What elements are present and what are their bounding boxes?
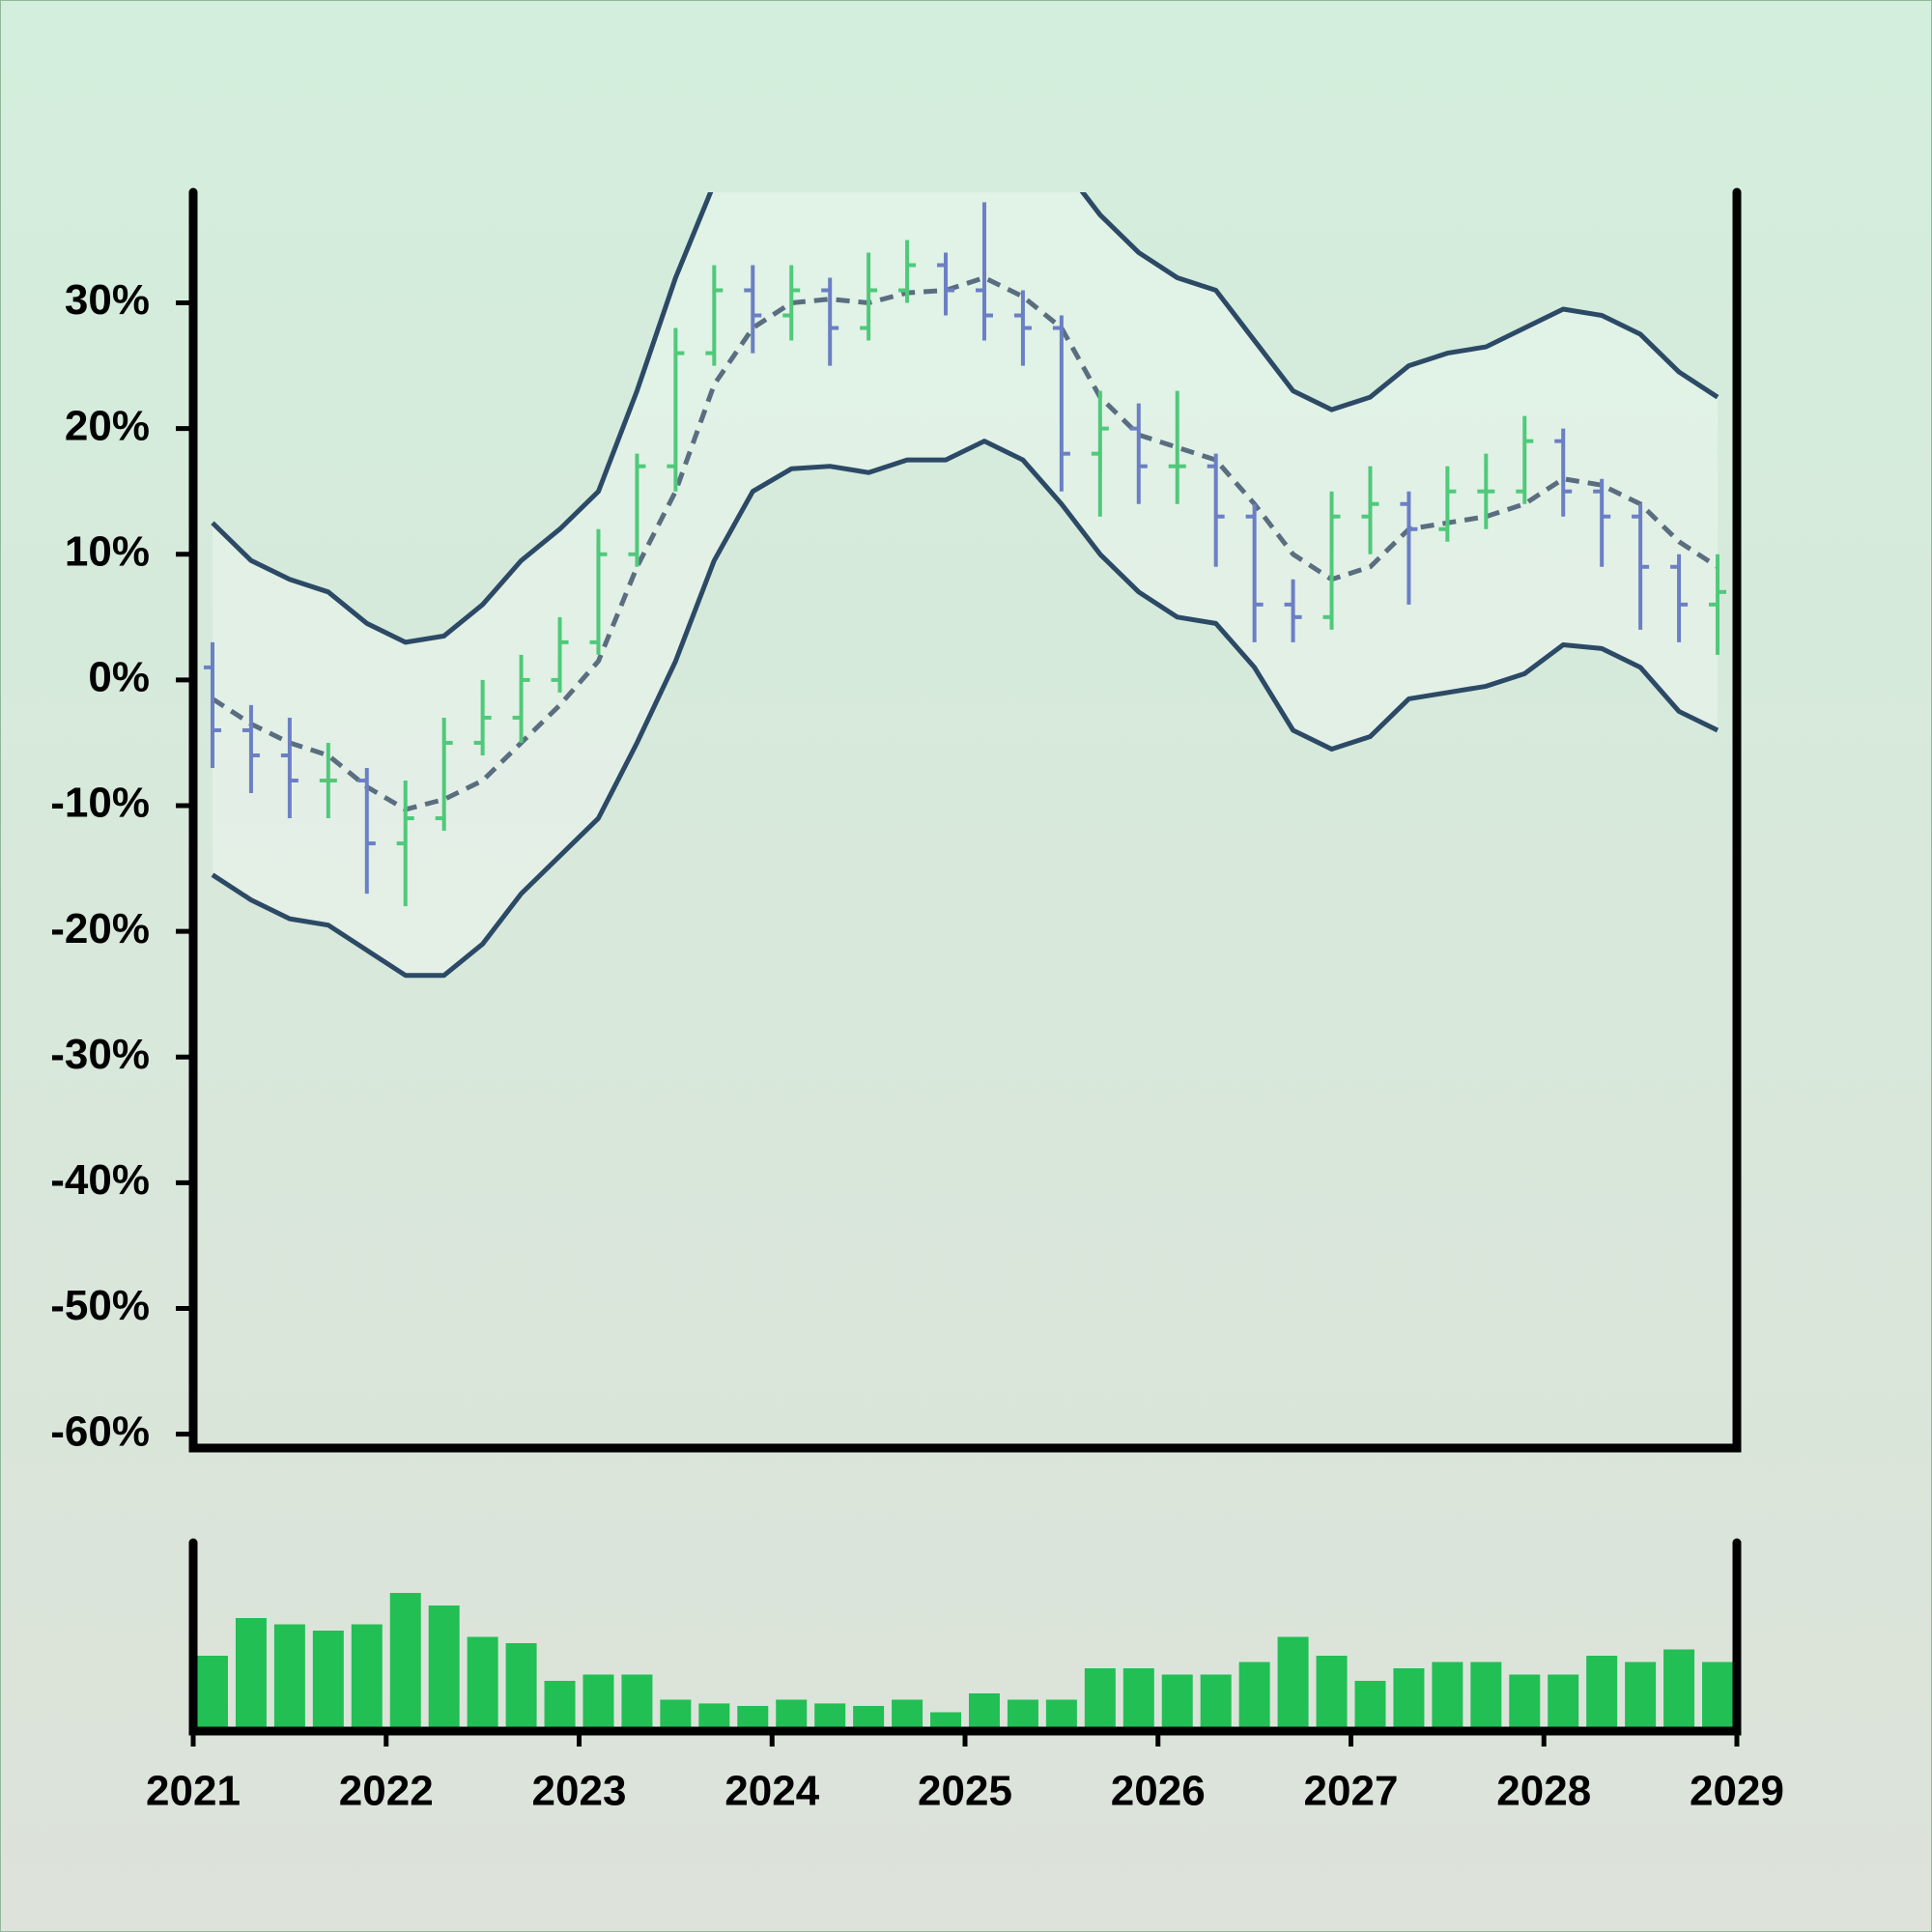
volume-bar: [968, 1693, 1000, 1731]
volume-bar: [1509, 1674, 1541, 1731]
y-tick-label: -40%: [50, 1156, 150, 1204]
volume-bar: [467, 1636, 498, 1731]
x-tick-label: 2025: [918, 1768, 1012, 1815]
volume-bar: [1316, 1656, 1348, 1731]
frame: -60% -50% -40% -30% -20% -10% 0% 10% 20% 30% 2021 2…: [50, 187, 1784, 1815]
volume-bar: [196, 1656, 228, 1731]
x-tick-label: 2029: [1690, 1768, 1784, 1815]
volume-bar: [1277, 1636, 1309, 1731]
x-tick-label: 2021: [146, 1768, 241, 1815]
x-tick-label: 2027: [1304, 1768, 1399, 1815]
volume-bar: [273, 1624, 305, 1731]
volume-bar: [312, 1631, 344, 1731]
volume-bar: [1663, 1649, 1695, 1731]
volume-bar: [1625, 1662, 1657, 1731]
volume-bar: [776, 1699, 808, 1731]
y-tick-label: 10%: [65, 527, 150, 575]
volume-bar: [1084, 1668, 1116, 1731]
x-tick-label: 2022: [339, 1768, 434, 1815]
y-tick-label: -10%: [50, 780, 150, 827]
volume-bar: [1470, 1662, 1502, 1731]
volume-bar: [1200, 1674, 1232, 1731]
y-tick-label: -30%: [50, 1031, 150, 1078]
volume-bar: [1702, 1662, 1734, 1731]
upper-band: [211, 192, 1719, 645]
volume-bar: [505, 1643, 537, 1731]
price-plot: [203, 192, 1727, 979]
volume-bar: [1393, 1668, 1425, 1731]
volume-bar: [1354, 1681, 1386, 1731]
volume-bar: [1432, 1662, 1463, 1731]
x-tick-label: 2028: [1496, 1768, 1591, 1815]
y-tick-label: -60%: [50, 1407, 150, 1455]
y-tick-label: 0%: [88, 654, 150, 701]
volume-frame: [188, 1538, 1742, 1736]
volume-bar: [351, 1624, 383, 1731]
volume-bar: [698, 1703, 730, 1731]
volume-bar: [235, 1618, 267, 1731]
x-tick-label: 2026: [1111, 1768, 1206, 1815]
lower-band: [211, 439, 1719, 979]
volume-bar: [814, 1703, 846, 1731]
volume-bar: [389, 1593, 421, 1731]
volume-bar: [660, 1699, 692, 1731]
volume-bar: [428, 1605, 460, 1731]
volume-bar: [621, 1674, 653, 1731]
middle-band: [211, 274, 1719, 812]
volume-bar: [582, 1674, 614, 1731]
axis-frame: [188, 187, 1742, 1453]
y-tick-label: -20%: [50, 905, 150, 952]
x-tick-label: 2024: [724, 1768, 819, 1815]
band-fill: [212, 192, 1719, 976]
volume-bar: [1161, 1674, 1193, 1731]
volume-bar: [1007, 1699, 1038, 1731]
volume-bar: [544, 1681, 576, 1731]
y-tick-label: 20%: [65, 402, 150, 449]
volume-bar: [1586, 1656, 1618, 1731]
volume-bar: [930, 1712, 962, 1731]
volume-bar: [892, 1699, 923, 1731]
volume-bar: [1238, 1662, 1270, 1731]
y-tick-label: 30%: [65, 276, 150, 324]
volume-bar: [1548, 1674, 1579, 1731]
volume-bar: [1122, 1668, 1154, 1731]
y-tick-label: -50%: [50, 1282, 150, 1329]
volume-bar: [1045, 1699, 1077, 1731]
x-tick-label: 2023: [532, 1768, 627, 1815]
